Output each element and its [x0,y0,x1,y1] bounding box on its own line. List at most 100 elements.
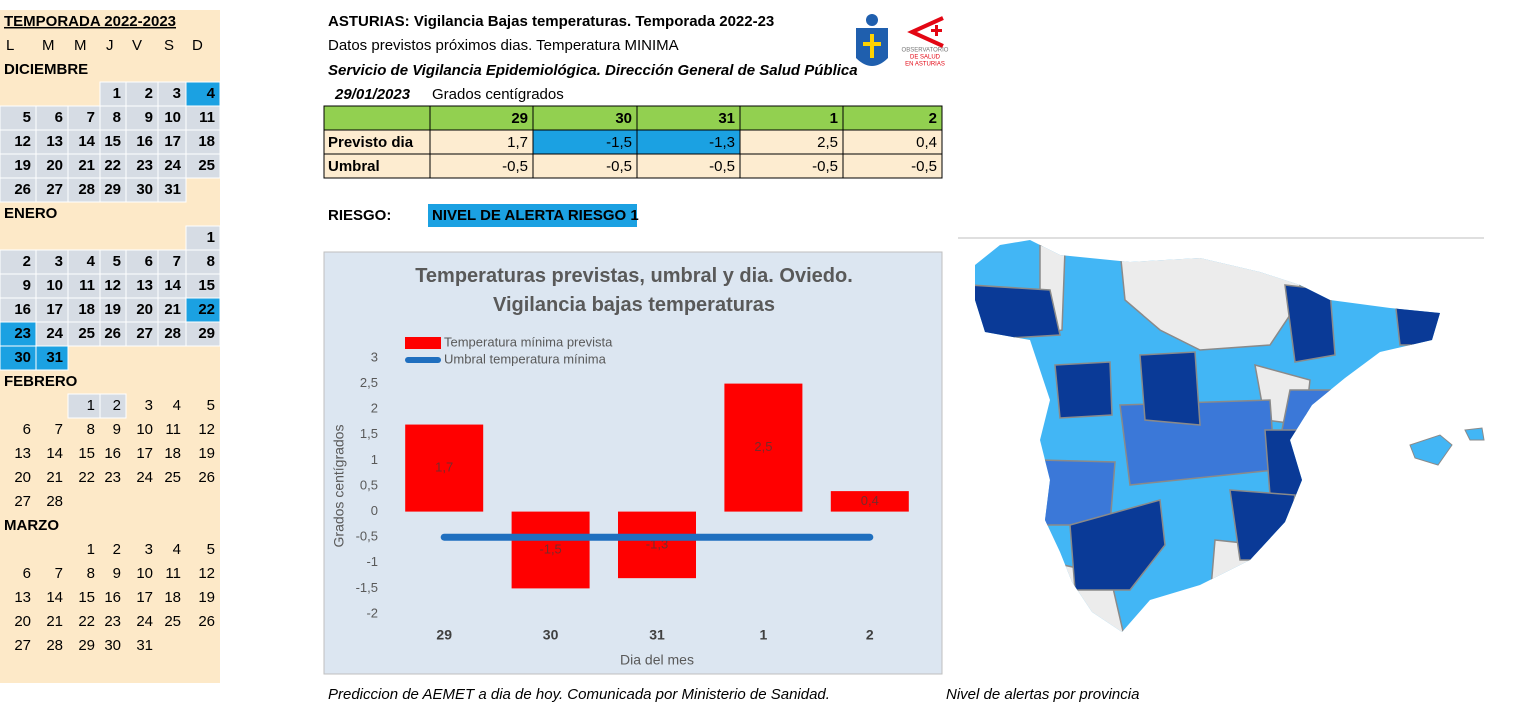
past-day-cell [157,321,187,347]
day: 20 [136,301,153,318]
day: 21 [46,613,63,630]
cell-value: -0,5 [812,158,838,175]
row-label-cell [323,153,431,179]
day: 16 [104,445,121,462]
weekday: L [6,37,14,54]
province [1264,429,1311,501]
day: 7 [173,253,181,270]
day: 3 [145,541,153,558]
day: 24 [46,325,63,342]
day: 25 [198,157,215,174]
cell [429,153,534,179]
day: 12 [198,565,215,582]
day: 10 [136,421,153,438]
province-map [975,240,1440,632]
alert-cell [636,129,741,155]
day: 12 [104,277,121,294]
day: 29 [104,181,121,198]
column-header: 2 [929,110,937,127]
day: 15 [78,445,95,462]
day: 24 [136,469,153,486]
day: 23 [104,469,121,486]
day: 11 [199,109,215,126]
day: 3 [145,397,153,414]
past-day-cell [35,297,69,323]
risk-level: NIVEL DE ALERTA RIESGO 1 [432,207,639,224]
day: 18 [164,589,181,606]
weekday: J [106,37,114,54]
calendar-title: TEMPORADA 2022-2023 [4,13,176,30]
day: 2 [23,253,31,270]
cell-value: -0,5 [709,158,735,175]
past-day-cell [35,249,69,275]
map-caption: Nivel de alertas por provincia [946,686,1139,703]
logo-text: DE SALUD [910,55,941,61]
day: 17 [136,589,153,606]
bar [724,383,803,512]
past-day-cell [35,273,69,299]
day: 18 [164,445,181,462]
x-tick-label: 29 [436,627,452,643]
past-day-cell [35,321,69,347]
past-day-cell [35,177,69,203]
day: 1 [87,541,95,558]
y-tick-label: 2,5 [360,375,378,390]
day: 18 [78,301,95,318]
day: 8 [87,565,95,582]
past-day-cell [99,177,127,203]
day: 25 [164,613,181,630]
table-header-row [323,105,943,131]
day: 23 [14,325,31,342]
day: 4 [87,253,96,270]
day: 22 [78,613,95,630]
alert-day-cell [185,297,221,323]
day: 17 [46,301,63,318]
cell-value: -1,3 [709,134,735,151]
past-day-cell [0,129,37,155]
y-axis-title: Grados centígrados [331,425,347,548]
service: Servicio de Vigilancia Epidemiológica. D… [328,62,858,79]
cell [842,129,943,155]
cell-value: -0,5 [606,158,632,175]
past-day-cell [67,321,101,347]
day: 30 [14,349,31,366]
past-day-cell [35,105,69,131]
day: 20 [46,157,63,174]
cell-value: -0,5 [911,158,937,175]
cross [863,34,881,58]
day: 19 [104,301,121,318]
day: 28 [164,325,181,342]
day: 28 [46,493,63,510]
day: 11 [79,277,95,294]
day: 18 [198,133,215,150]
past-day-cell [99,153,127,179]
month-name: ENERO [4,205,58,222]
past-day-cell [99,129,127,155]
day: 13 [136,277,153,294]
alert-day-cell [35,345,69,371]
past-day-cell [67,129,101,155]
province [975,284,1061,341]
past-day-cell [67,393,101,419]
day: 30 [136,181,153,198]
day: 2 [113,541,121,558]
day: 11 [165,421,181,438]
day: 21 [46,469,63,486]
data-label: 2,5 [754,439,772,454]
day: 26 [104,325,121,342]
day: 3 [55,253,63,270]
column-header: 31 [718,110,735,127]
report-subtitle: Datos previstos próximos dias. Temperatu… [328,37,679,54]
day: 3 [173,85,181,102]
day: 24 [136,613,153,630]
weekday: M [42,37,55,54]
past-day-cell [99,105,127,131]
bar [618,511,696,579]
day: 2 [145,85,153,102]
day: 12 [198,421,215,438]
day: 5 [207,541,215,558]
bar [405,424,484,512]
day: 16 [136,133,153,150]
weekday: V [132,37,142,54]
past-day-cell [185,153,221,179]
